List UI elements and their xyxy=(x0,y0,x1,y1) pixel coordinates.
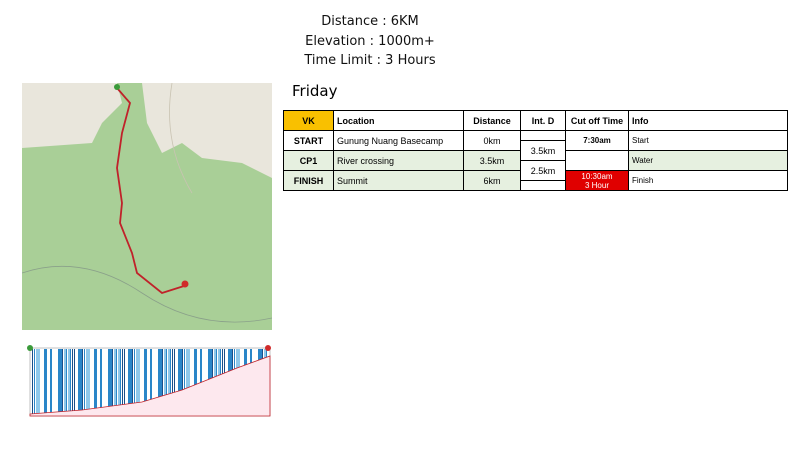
header-line: Time Limit : 3 Hours xyxy=(304,53,436,68)
profile-stripe xyxy=(174,349,175,415)
profile-stripe xyxy=(164,349,166,415)
profile-stripe xyxy=(122,349,123,415)
profile-stripe xyxy=(32,349,33,415)
profile-stripe xyxy=(170,349,171,415)
profile-stripe xyxy=(74,349,75,415)
profile-stripe xyxy=(62,349,63,415)
profile-stripe xyxy=(46,349,47,415)
interval-cell xyxy=(520,180,566,191)
elevation-profile xyxy=(27,345,271,417)
profile-stripe xyxy=(178,349,180,415)
profile-stripe xyxy=(36,349,38,415)
profile-stripe xyxy=(162,349,163,415)
profile-stripe xyxy=(34,349,35,415)
profile-stripe xyxy=(138,349,140,415)
location-cell: Gunung Nuang Basecamp xyxy=(333,130,464,151)
header-line: Elevation : 1000m+ xyxy=(305,34,435,49)
profile-stripe xyxy=(194,349,196,415)
cutoff-time: 10:30am xyxy=(581,171,613,181)
profile-stripe xyxy=(80,349,82,415)
profile-stripe xyxy=(118,349,120,415)
profile-stripe xyxy=(72,349,73,415)
info-cell: Finish xyxy=(628,170,788,191)
profile-stripe xyxy=(130,349,132,415)
distance-cell: 6km xyxy=(463,170,521,191)
profile-stripe xyxy=(158,349,160,415)
header-cell: VK xyxy=(283,110,334,131)
profile-stripe xyxy=(166,349,167,415)
info-cell: Water xyxy=(628,150,788,171)
header-cell: Distance xyxy=(463,110,521,131)
profile-stripe xyxy=(58,349,60,415)
profile-stripe xyxy=(150,349,152,415)
profile-stripe xyxy=(66,349,67,415)
profile-stripe xyxy=(94,349,96,415)
location-cell: River crossing xyxy=(333,150,464,171)
profile-stripe xyxy=(128,349,130,415)
route-map xyxy=(22,83,272,330)
profile-stripe xyxy=(184,349,185,415)
cutoff-cell: 10:30am 3 Hour xyxy=(565,170,629,191)
profile-stripe xyxy=(110,349,112,415)
profile-stripe xyxy=(38,349,40,415)
profile-stripe xyxy=(114,349,116,415)
profile-stripe xyxy=(86,349,88,415)
distance-cell: 0km xyxy=(463,130,521,151)
cutoff-cell xyxy=(565,150,629,171)
profile-stripe xyxy=(112,349,113,415)
profile-stripe xyxy=(82,349,83,415)
checkpoint-cell: START xyxy=(283,130,334,151)
header-cell: Int. D xyxy=(520,110,566,131)
profile-stripe xyxy=(160,349,162,415)
profile-stripe xyxy=(172,349,173,415)
day-label: Friday xyxy=(292,82,338,100)
header-cell: Location xyxy=(333,110,464,131)
profile-stripe xyxy=(144,349,146,415)
profile-stripe xyxy=(88,349,90,415)
profile-stripe xyxy=(186,349,188,415)
profile-stripe xyxy=(196,349,197,415)
profile-stripe xyxy=(124,349,125,415)
profile-stripe xyxy=(96,349,97,415)
profile-stripe xyxy=(146,349,147,415)
header-line: Distance : 6KM xyxy=(321,14,419,29)
profile-stripe xyxy=(60,349,62,415)
profile-stripe xyxy=(182,349,183,415)
cutoff-duration: 3 Hour xyxy=(584,180,609,190)
interval-cell: 3.5km xyxy=(520,140,566,161)
profile-stripe xyxy=(188,349,190,415)
profile-stripe xyxy=(78,349,80,415)
info-cell: Start xyxy=(628,130,788,151)
profile-stripe xyxy=(68,349,70,415)
checkpoint-cell: CP1 xyxy=(283,150,334,171)
profile-stripe xyxy=(132,349,133,415)
profile-stripe xyxy=(70,349,71,415)
profile-stripe xyxy=(100,349,102,415)
checkpoint-cell: FINISH xyxy=(283,170,334,191)
interval-cell: 2.5km xyxy=(520,160,566,181)
profile-stripe xyxy=(134,349,135,415)
profile-stripe xyxy=(180,349,182,415)
profile-stripe xyxy=(64,349,66,415)
location-cell: Summit xyxy=(333,170,464,191)
cutoff-cell: 7:30am xyxy=(565,130,629,151)
profile-stripe xyxy=(136,349,138,415)
header-cell: Info xyxy=(628,110,788,131)
distance-cell: 3.5km xyxy=(463,150,521,171)
profile-stripe xyxy=(108,349,110,415)
profile-stripe xyxy=(168,349,170,415)
header-cell: Cut off Time xyxy=(565,110,629,131)
profile-stripe xyxy=(44,349,46,415)
profile-stripe xyxy=(50,349,52,415)
profile-stripe xyxy=(84,349,85,415)
profile-stripe xyxy=(120,349,121,415)
profile-stripe xyxy=(116,349,117,415)
